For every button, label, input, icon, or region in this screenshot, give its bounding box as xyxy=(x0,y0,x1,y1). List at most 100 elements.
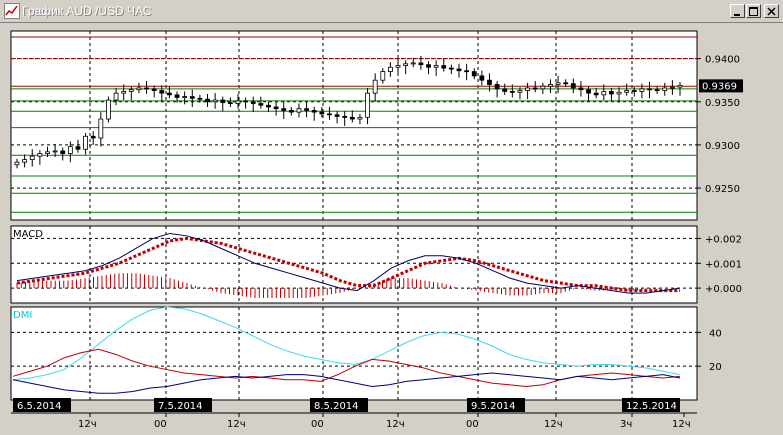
candle-body xyxy=(525,87,530,91)
candle-body xyxy=(509,91,515,93)
candle-body xyxy=(448,67,454,70)
candle-body xyxy=(151,88,157,91)
candle-body xyxy=(631,90,637,92)
candle-body xyxy=(90,135,96,139)
candle-body xyxy=(639,88,645,92)
maximize-button[interactable] xyxy=(746,4,761,18)
candle-body xyxy=(113,92,119,101)
candle-body xyxy=(227,102,233,105)
dmi-minus-di-line xyxy=(12,372,681,394)
dmi-adx-line xyxy=(12,306,681,381)
candle-body xyxy=(471,71,477,77)
macd-main-line xyxy=(16,232,681,294)
candle-body xyxy=(304,108,309,111)
candle-body xyxy=(281,108,287,111)
candle-body xyxy=(258,103,264,106)
dmi-label: DMI xyxy=(13,310,32,321)
candle-body xyxy=(349,116,355,120)
candle-body xyxy=(14,161,20,166)
candle-body xyxy=(83,135,88,150)
candle-body xyxy=(662,87,668,91)
candle-body xyxy=(319,111,325,115)
date-label-box xyxy=(13,398,71,412)
candle-body xyxy=(456,68,462,72)
date-label-box xyxy=(467,398,525,412)
time-label: 00 xyxy=(154,419,167,430)
candle-body xyxy=(273,106,279,110)
time-label: 00 xyxy=(311,419,324,430)
candle-body xyxy=(182,96,188,98)
macd-tick-label: +0.000 xyxy=(705,284,742,295)
candle-body xyxy=(624,90,630,93)
candle-body xyxy=(144,87,149,90)
current-price-label: 0.9369 xyxy=(702,81,737,92)
date-label: 9.5.2014 xyxy=(471,401,516,412)
candle-body xyxy=(464,70,470,73)
candle-body xyxy=(136,87,142,91)
candle-body xyxy=(106,99,111,120)
candle-body xyxy=(586,89,591,94)
candle-body xyxy=(250,101,256,104)
candle-body xyxy=(167,92,172,96)
candle-body xyxy=(327,113,332,116)
candle-body xyxy=(403,63,409,66)
candle-body xyxy=(570,83,576,89)
candle-body xyxy=(669,86,675,89)
price-panel xyxy=(10,30,698,221)
candle-body xyxy=(593,92,599,96)
candle-body xyxy=(189,96,195,99)
price-tick-label: 0.9250 xyxy=(705,184,740,195)
candle-body xyxy=(372,79,378,94)
candle-body xyxy=(441,65,447,69)
candle-body xyxy=(555,82,561,85)
chart-canvas[interactable]: 0.9400 0.9350 0.9300 0.9250 0.9369 +0.002 +0.0… xyxy=(0,22,783,435)
candle-body xyxy=(548,84,553,87)
time-label: 12ч xyxy=(78,419,97,430)
candle-body xyxy=(98,118,104,139)
candle-body xyxy=(52,150,58,153)
candle-body xyxy=(212,99,218,103)
title-bar[interactable]: График AUD /USD ЧАС xyxy=(0,0,783,23)
maximize-icon xyxy=(749,7,758,16)
dmi-tick-label: 40 xyxy=(709,328,722,339)
time-label: 12ч xyxy=(672,419,691,430)
candle-body xyxy=(647,88,652,91)
candle-body xyxy=(517,90,523,93)
chart-app-icon xyxy=(4,3,20,19)
time-label: 3ч xyxy=(620,419,632,430)
candle-body xyxy=(174,94,180,98)
candle-body xyxy=(433,65,439,68)
window-title: График AUD /USD ЧАС xyxy=(22,4,152,18)
candle-body xyxy=(311,109,317,113)
macd-tick-label: +0.001 xyxy=(705,259,742,270)
date-label: 6.5.2014 xyxy=(17,401,62,412)
price-tick-label: 0.9350 xyxy=(705,98,740,109)
candle-body xyxy=(159,90,165,94)
minimize-icon xyxy=(734,14,740,16)
minimize-button[interactable] xyxy=(730,4,745,18)
candle-body xyxy=(243,100,249,103)
candle-body xyxy=(487,79,492,85)
candle-body xyxy=(410,62,416,65)
time-label: 00 xyxy=(466,419,479,430)
candle-body xyxy=(266,104,271,108)
candle-body xyxy=(220,99,226,104)
date-label: 7.5.2014 xyxy=(158,401,203,412)
candle-body xyxy=(45,151,50,154)
candle-body xyxy=(197,97,203,100)
candle-body xyxy=(296,108,302,113)
macd-label: MACD xyxy=(13,229,43,240)
close-button[interactable] xyxy=(764,4,779,18)
candle-body xyxy=(357,116,363,120)
candle-body xyxy=(288,109,294,113)
candle-body xyxy=(37,153,43,157)
dmi-panel xyxy=(10,306,698,401)
macd-signal-line xyxy=(16,236,680,293)
candle-body xyxy=(60,150,66,154)
candle-body xyxy=(426,64,431,68)
candle-body xyxy=(502,88,508,92)
candle-body xyxy=(418,62,424,66)
candle-body xyxy=(29,155,35,160)
candle-body xyxy=(578,87,584,91)
